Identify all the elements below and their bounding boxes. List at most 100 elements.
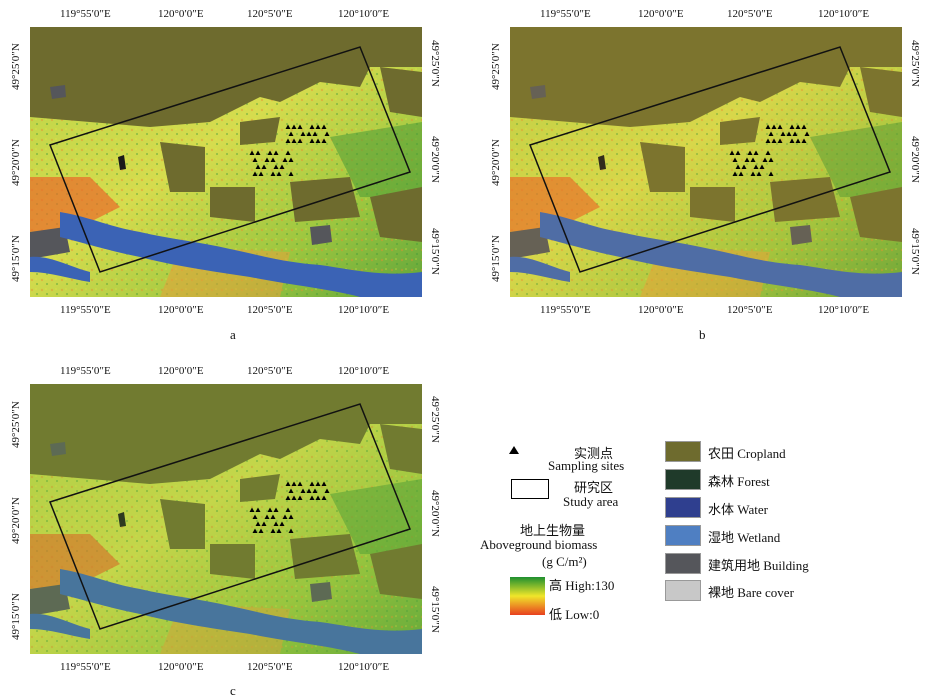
sampling-site-marker <box>786 131 792 136</box>
legend-study-cn: 研究区 <box>574 480 614 495</box>
sampling-site-marker <box>777 124 783 129</box>
legend-low: 低 Low:0 <box>549 607 600 622</box>
sampling-site-marker <box>261 521 267 526</box>
x-tick-top-b-3: 120°5′0″E <box>727 8 773 20</box>
sampling-site-marker <box>804 131 810 136</box>
y-tick-left-b-3: 49°15′0″N <box>490 235 502 282</box>
legend-biomass-en: Aboveground biomass <box>480 537 598 552</box>
sampling-site-marker <box>795 138 801 143</box>
sampling-site-marker <box>273 150 279 155</box>
y-tick-right-b-2: 49°20′0″N <box>909 136 921 183</box>
sampling-site-marker <box>288 171 294 176</box>
sampling-site-marker <box>273 507 279 512</box>
sampling-site-marker <box>729 150 735 155</box>
sampling-site-marker <box>264 157 270 162</box>
swatch-building <box>665 553 701 574</box>
sampling-site-marker <box>255 521 261 526</box>
x-tick-bottom-b-4: 120°10′0″E <box>818 304 870 316</box>
sampling-site-marker <box>252 528 258 533</box>
sampling-site-marker <box>324 131 330 136</box>
sampling-site-marker <box>249 507 255 512</box>
sampling-site-marker <box>249 150 255 155</box>
legend-class-water: 水体 Water <box>708 502 768 517</box>
sampling-site-marker <box>252 514 258 519</box>
sampling-site-marker <box>297 481 303 486</box>
x-tick-bottom-b-3: 120°5′0″E <box>727 304 773 316</box>
x-tick-top-c-3: 120°5′0″E <box>247 365 293 377</box>
y-tick-left-c-3: 49°15′0″N <box>10 593 22 640</box>
sampling-site-marker <box>267 507 273 512</box>
sampling-site-marker <box>297 124 303 129</box>
legend-study-en: Study area <box>563 494 619 509</box>
sampling-site-marker <box>306 488 312 493</box>
legend-class-wetland: 湿地 Wetland <box>708 530 781 545</box>
legend-class-building: 建筑用地 Building <box>708 558 809 573</box>
sampling-site-marker <box>291 481 297 486</box>
swatch-cropland <box>665 441 701 462</box>
sampling-site-marker <box>285 507 291 512</box>
sampling-site-marker <box>288 488 294 493</box>
sampling-site-marker <box>276 528 282 533</box>
panel-label-c: c <box>230 683 236 698</box>
sampling-site-marker <box>753 150 759 155</box>
swatch-bare-cover <box>665 580 701 601</box>
sampling-site-marker <box>270 528 276 533</box>
sampling-site-marker <box>750 157 756 162</box>
sampling-site-marker <box>285 481 291 486</box>
x-tick-bottom-c-2: 120°0′0″E <box>158 661 204 673</box>
x-tick-top-a-1: 119°55′0″E <box>60 8 111 20</box>
sampling-site-marker <box>756 171 762 176</box>
swatch-water <box>665 497 701 518</box>
x-tick-bottom-b-2: 120°0′0″E <box>638 304 684 316</box>
x-tick-top-c-1: 119°55′0″E <box>60 365 111 377</box>
map-c <box>30 384 422 654</box>
y-tick-right-a-1: 49°25′0″N <box>429 40 441 87</box>
sampling-site-marker <box>753 164 759 169</box>
y-tick-right-b-1: 49°25′0″N <box>909 40 921 87</box>
sampling-site-marker <box>795 124 801 129</box>
sampling-site-marker <box>735 164 741 169</box>
sampling-site-marker <box>291 124 297 129</box>
sampling-site-marker <box>267 150 273 155</box>
legend-biomass-unit: (g C/m²) <box>542 554 587 569</box>
sampling-site-marker <box>732 157 738 162</box>
sampling-site-marker <box>801 124 807 129</box>
sampling-site-marker <box>315 495 321 500</box>
legend-class-bare-cover: 裸地 Bare cover <box>708 585 794 600</box>
sampling-site-marker <box>276 171 282 176</box>
sampling-site-marker <box>780 131 786 136</box>
sampling-site-marker <box>321 124 327 129</box>
sampling-sites <box>249 124 330 176</box>
y-tick-right-a-3: 49°15′0″N <box>429 228 441 275</box>
sampling-site-marker <box>771 138 777 143</box>
sampling-site-marker <box>744 157 750 162</box>
x-tick-bottom-c-3: 120°5′0″E <box>247 661 293 673</box>
sampling-site-marker <box>747 150 753 155</box>
y-tick-left-c-2: 49°20′0″N <box>10 497 22 544</box>
study-area-swatch <box>511 479 549 499</box>
sampling-site-marker <box>306 131 312 136</box>
sampling-sites <box>729 124 810 176</box>
sampling-site-marker <box>312 131 318 136</box>
legend-class-forest: 森林 Forest <box>708 474 770 489</box>
legend-sampling-en: Sampling sites <box>548 458 625 473</box>
sampling-site-marker <box>252 157 258 162</box>
legend-high: 高 High:130 <box>549 578 615 593</box>
x-tick-bottom-a-4: 120°10′0″E <box>338 304 390 316</box>
sampling-site-marker <box>288 131 294 136</box>
sampling-site-marker <box>315 481 321 486</box>
sampling-site-marker <box>255 507 261 512</box>
sampling-site-marker <box>270 171 276 176</box>
y-tick-right-c-1: 49°25′0″N <box>429 396 441 443</box>
swatch-wetland <box>665 525 701 546</box>
sampling-site-marker <box>321 495 327 500</box>
sampling-site-marker <box>279 164 285 169</box>
x-tick-bottom-c-4: 120°10′0″E <box>338 661 390 673</box>
sampling-site-marker <box>261 164 267 169</box>
y-tick-right-c-3: 49°15′0″N <box>429 586 441 633</box>
sampling-site-marker <box>732 171 738 176</box>
sampling-site-marker <box>273 164 279 169</box>
sampling-site-marker <box>759 164 765 169</box>
study-area-outline <box>529 46 891 273</box>
sampling-site-marker <box>300 488 306 493</box>
